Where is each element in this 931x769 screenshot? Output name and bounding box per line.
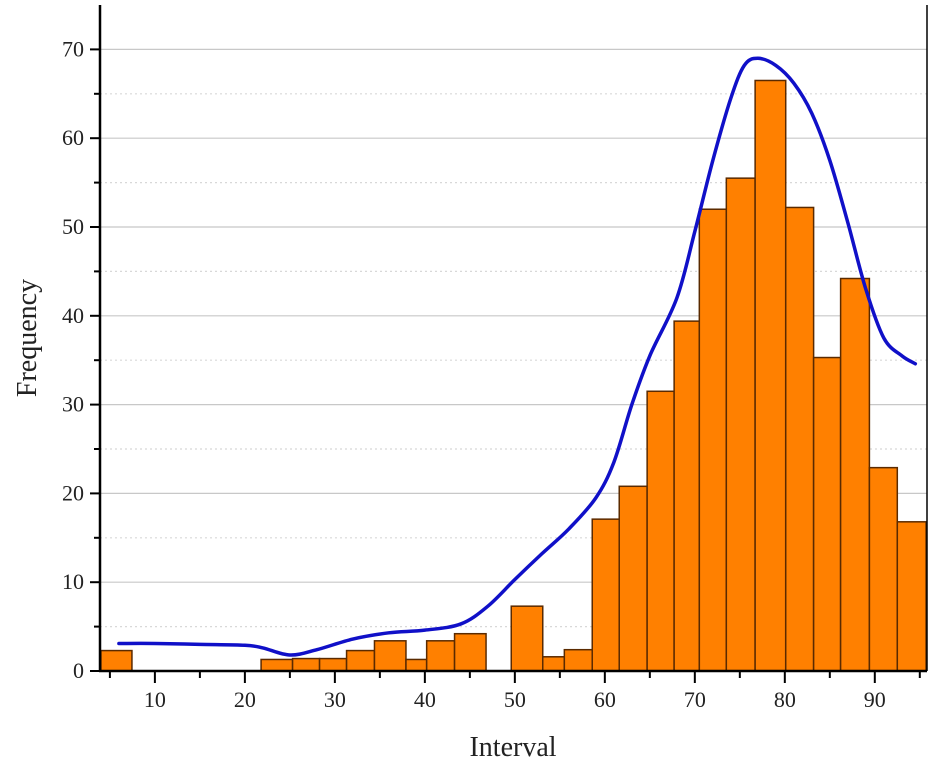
bars [100,79,927,672]
histogram-bar [618,485,648,672]
x-tick-label: 90 [864,687,886,712]
x-tick-label: 50 [504,687,526,712]
y-tick-label: 30 [62,392,84,417]
x-axis-label: Interval [469,732,556,763]
gridlines [100,48,927,628]
histogram-bar [698,208,728,672]
x-tick-label: 20 [234,687,256,712]
histogram-bar [591,518,620,672]
y-tick-label: 20 [62,480,84,505]
y-axis-label: Frequency [12,279,43,397]
x-tick-label: 80 [774,687,796,712]
histogram-bar [646,390,675,672]
histogram-bar [839,277,871,672]
histogram-bar [896,521,927,672]
histogram-bar [784,206,815,672]
histogram-bar [563,648,593,672]
y-tick-label: 50 [62,214,84,239]
y-tick-label: 40 [62,303,84,328]
histogram-bar [405,658,428,672]
x-tick-label: 40 [414,687,436,712]
histogram-bar [345,649,376,672]
histogram-bar [291,657,321,672]
y-tick-label: 10 [62,569,84,594]
x-tick-label: 30 [324,687,346,712]
histogram-bar [868,466,899,672]
histogram-bar [812,356,842,672]
histogram-bar [541,656,566,672]
histogram-bar [510,605,544,672]
y-tick-label: 60 [62,125,84,150]
histogram-bar [260,658,294,672]
histogram-bar [725,177,756,672]
tick-labels: 10 20 30 40 50 60 70 80 90 0 10 20 30 40 50 60 70 [62,36,886,712]
histogram-bar [373,640,407,672]
histogram-bar [100,649,133,672]
y-tick-label: 70 [62,36,84,61]
histogram-bar [425,640,456,672]
x-tick-label: 10 [144,687,166,712]
histogram-bar [453,632,487,672]
histogram-bar [673,320,701,672]
x-tick-label: 70 [684,687,706,712]
axes [90,5,928,683]
histogram-bar [754,79,787,672]
histogram-bar [318,657,348,672]
x-tick-label: 60 [594,687,616,712]
density-curve [117,56,918,657]
y-tick-label: 0 [73,658,84,683]
